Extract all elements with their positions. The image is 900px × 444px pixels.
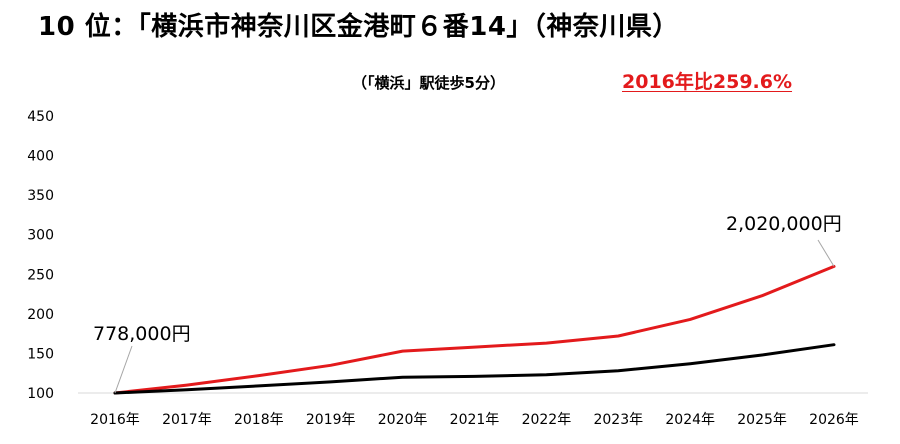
x-tick-label: 2026年: [809, 412, 859, 428]
y-tick-label: 150: [27, 346, 54, 362]
y-axis-ticks: 100 150 200 250 300 350 400 450: [27, 109, 54, 402]
x-tick-label: 2022年: [522, 412, 572, 428]
y-tick-label: 450: [27, 109, 54, 125]
y-tick-label: 400: [27, 149, 54, 165]
callout-leader-start: [114, 345, 133, 394]
x-tick-label: 2025年: [737, 412, 787, 428]
y-tick-label: 100: [27, 386, 54, 402]
chart-subtitle: （「横浜」駅徒歩5分）: [352, 74, 505, 92]
callout-leader-end: [817, 239, 835, 267]
y-tick-label: 200: [27, 307, 54, 323]
annotations: 778,000円 2,020,000円: [93, 213, 842, 394]
callout-end-price: 2,020,000円: [726, 213, 842, 235]
y-tick-label: 350: [27, 188, 54, 204]
x-tick-label: 2024年: [665, 412, 715, 428]
series-lines: [113, 264, 836, 395]
x-tick-label: 2023年: [593, 412, 643, 428]
x-tick-label: 2021年: [450, 412, 500, 428]
x-tick-label: 2018年: [234, 412, 284, 428]
y-tick-label: 250: [27, 267, 54, 283]
x-tick-label: 2016年: [90, 412, 140, 428]
page-title: 10 位：「横浜市神奈川区金港町６番14」（神奈川県）: [38, 12, 679, 42]
x-tick-label: 2017年: [162, 412, 212, 428]
series-line-2: [113, 343, 836, 395]
x-tick-label: 2019年: [306, 412, 356, 428]
series-line-1: [113, 264, 836, 395]
x-tick-label: 2020年: [378, 412, 428, 428]
callout-start-price: 778,000円: [93, 323, 191, 345]
x-axis-ticks: 2016年 2017年 2018年 2019年 2020年 2021年 2022年 2023年…: [90, 412, 859, 428]
growth-rate-label: 2016年比259.6%: [622, 71, 793, 93]
y-tick-label: 300: [27, 228, 54, 244]
